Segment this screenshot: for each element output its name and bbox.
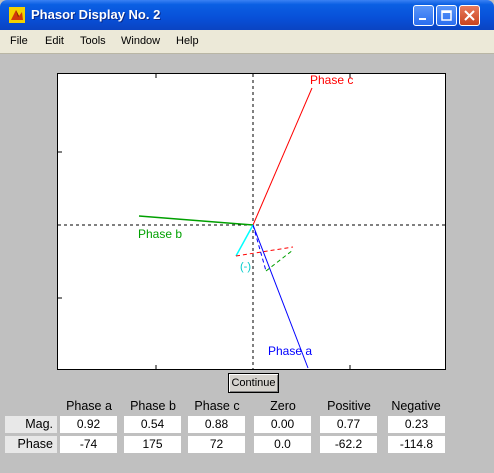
menu-help[interactable]: Help [176,35,199,47]
phase-a-phasor [252,224,309,369]
header-zero: Zero [270,399,296,413]
menu-edit[interactable]: Edit [45,35,64,47]
phasor-diagram: Phase c Phase b Phase a (-) [58,74,445,369]
row-label-mag: Mag. [5,416,57,433]
minimize-button[interactable] [413,5,434,26]
mag-positive: 0.77 [320,416,377,433]
phase-zero: 0.0 [254,436,311,453]
mag-phase-a: 0.92 [60,416,117,433]
row-label-phase: Phase [5,436,57,453]
header-phase-c: Phase c [194,399,240,413]
menu-window[interactable]: Window [121,35,161,47]
header-negative: Negative [391,399,441,413]
header-positive: Positive [327,399,371,413]
phase-c-phasor [252,87,313,226]
negative-dashed-green [265,249,294,272]
header-phase-a: Phase a [66,399,112,413]
zero-phasor [235,224,254,257]
phase-b-phasor [138,215,254,226]
maximize-icon [441,10,452,21]
matlab-icon [9,7,25,23]
mag-phase-b: 0.54 [124,416,181,433]
maximize-button[interactable] [436,5,457,26]
minus-label: (-) [240,261,251,273]
phase-b-label: Phase b [138,227,182,241]
mag-negative: 0.23 [388,416,445,433]
window-title: Phasor Display No. 2 [31,7,161,22]
mag-phase-c: 0.88 [188,416,245,433]
phase-negative: -114.8 [388,436,445,453]
phase-phase-a: -74 [60,436,117,453]
phase-positive: -62.2 [320,436,377,453]
close-icon [464,10,475,21]
phase-phase-b: 175 [124,436,181,453]
negative-dashed-red [235,246,294,257]
menu-bar: File Edit Tools Window Help [0,30,494,54]
phase-c-label: Phase c [310,74,353,87]
mag-zero: 0.00 [254,416,311,433]
continue-button[interactable]: Continue [228,373,279,393]
negative-dashed-blue [252,224,267,272]
menu-tools[interactable]: Tools [80,35,106,47]
header-phase-b: Phase b [130,399,176,413]
menu-file[interactable]: File [10,35,28,47]
phasor-plot[interactable]: Phase c Phase b Phase a (-) [57,73,446,370]
title-bar[interactable]: Phasor Display No. 2 [0,0,494,30]
phase-a-label: Phase a [268,344,312,358]
minimize-icon [419,18,426,20]
close-button[interactable] [459,5,480,26]
phase-phase-c: 72 [188,436,245,453]
